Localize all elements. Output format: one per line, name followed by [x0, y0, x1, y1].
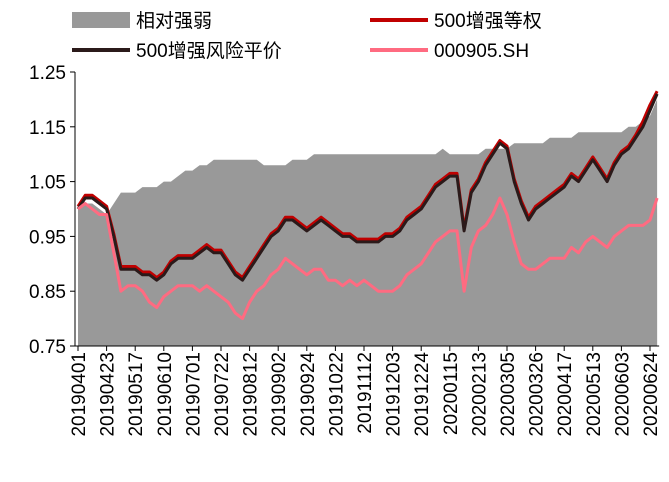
- x-tick-label: 20200115: [441, 352, 462, 435]
- x-tick-label: 20191112: [355, 352, 376, 434]
- x-tick-label: 20200326: [527, 352, 548, 437]
- y-tick-label: 1.15: [29, 118, 66, 139]
- x-tick-label: 20190423: [98, 352, 119, 437]
- y-tick-label: 0.95: [29, 227, 66, 248]
- legend-label: 500增强等权: [434, 10, 542, 32]
- x-tick-label: 20190610: [155, 352, 176, 437]
- x-tick-label: 20191224: [412, 352, 433, 437]
- x-tick-label: 20191203: [384, 352, 405, 437]
- x-tick-label: 20190924: [298, 352, 319, 437]
- y-tick-label: 1.25: [29, 63, 66, 84]
- line: [77, 196, 659, 321]
- x-tick-label: 20200305: [498, 352, 519, 437]
- x-tick-label: 20190902: [269, 352, 290, 437]
- legend-label: 500增强风险平价: [136, 40, 282, 62]
- x-tick-label: 20190701: [183, 352, 204, 437]
- x-tick-label: 20190722: [212, 352, 233, 437]
- y-tick-label: 0.85: [29, 282, 66, 303]
- x-tick-label: 20200624: [641, 352, 662, 437]
- line: [76, 90, 659, 279]
- area: [78, 99, 658, 347]
- y-tick-label: 0.75: [29, 337, 66, 358]
- y-tick-label: 1.05: [29, 173, 66, 194]
- x-tick-label: 20191022: [326, 352, 347, 437]
- x-tick-label: 20200513: [584, 352, 605, 437]
- x-tick-label: 20200603: [612, 352, 633, 437]
- x-tick-label: 20190401: [69, 352, 90, 437]
- line: [76, 93, 659, 282]
- x-tick-label: 20190812: [241, 352, 262, 437]
- x-tick-label: 20200213: [469, 352, 490, 437]
- legend-label: 000905.SH: [434, 41, 529, 62]
- x-tick-label: 20190517: [126, 352, 147, 437]
- legend-swatch: [72, 12, 130, 28]
- x-tick-label: 20200417: [555, 352, 576, 437]
- legend-label: 相对强弱: [136, 10, 212, 32]
